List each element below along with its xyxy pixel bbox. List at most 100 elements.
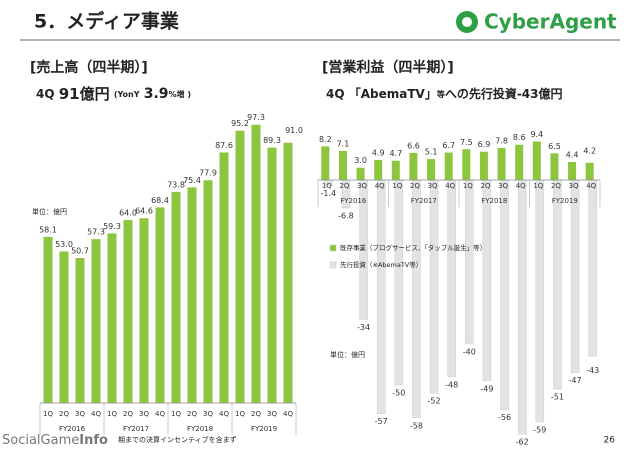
bar bbox=[187, 187, 197, 403]
value-label: -43 bbox=[586, 366, 599, 375]
bar bbox=[219, 152, 229, 403]
value-label: -1.4 bbox=[321, 189, 337, 198]
slide-title: 5．メディア事業 bbox=[34, 10, 180, 33]
bar bbox=[517, 179, 527, 435]
bar bbox=[585, 162, 594, 180]
bar bbox=[283, 142, 293, 404]
bar bbox=[251, 124, 261, 404]
x-group-label: FY2018 bbox=[481, 197, 507, 205]
value-label: -58 bbox=[410, 421, 423, 430]
value-label: -47 bbox=[569, 376, 582, 385]
value-label: 64.0 bbox=[119, 208, 137, 217]
value-label: 89.3 bbox=[263, 136, 281, 145]
x-tick-label: 3Q bbox=[75, 410, 85, 418]
value-label: 87.6 bbox=[215, 141, 233, 150]
x-tick-label: 1Q bbox=[463, 182, 473, 190]
x-tick-label: 2Q bbox=[187, 410, 197, 418]
x-tick-label: 2Q bbox=[410, 182, 420, 190]
value-label: -51 bbox=[551, 393, 564, 402]
legend-label: 既存事業（ブログサービス、「タップル誕生」等） bbox=[340, 243, 486, 252]
value-label: 97.3 bbox=[247, 113, 265, 122]
x-tick-label: 1Q bbox=[392, 182, 402, 190]
value-label: 8.2 bbox=[319, 135, 332, 144]
subtitle-part: 91億円 bbox=[59, 85, 110, 103]
bar bbox=[412, 179, 421, 419]
x-group-label: FY2016 bbox=[340, 197, 367, 205]
bar bbox=[267, 147, 277, 403]
value-label: 5.1 bbox=[425, 148, 438, 157]
unit-label: 単位：億円 bbox=[330, 350, 365, 359]
bar bbox=[515, 144, 524, 180]
bar bbox=[568, 161, 577, 180]
value-label: 58.1 bbox=[39, 225, 57, 234]
right-title: [営業利益（四半期）] bbox=[322, 59, 454, 76]
bar bbox=[429, 179, 439, 394]
bar bbox=[107, 233, 117, 403]
x-tick-label: 3Q bbox=[498, 182, 508, 190]
x-tick-label: 4Q bbox=[375, 182, 385, 190]
bar bbox=[123, 219, 133, 403]
bar bbox=[550, 153, 559, 180]
bar bbox=[376, 179, 386, 414]
x-tick-label: 3Q bbox=[569, 182, 579, 190]
value-label: 7.8 bbox=[495, 137, 508, 146]
logo: CyberAgent bbox=[456, 10, 617, 34]
bar bbox=[91, 239, 101, 403]
value-label: 4.7 bbox=[389, 149, 402, 158]
bar bbox=[570, 179, 580, 373]
bar bbox=[356, 167, 365, 180]
value-label: -56 bbox=[498, 413, 511, 422]
bar bbox=[465, 179, 474, 345]
legend-swatch bbox=[329, 244, 337, 252]
footnote: 期までの決算インセンティブを含まず bbox=[118, 435, 237, 444]
value-label: 50.7 bbox=[71, 246, 89, 255]
bar bbox=[482, 179, 492, 382]
right-subtitle: 4Q 「AbemaTV」等への先行投資-43億円 bbox=[326, 86, 563, 101]
x-tick-label: 2Q bbox=[59, 410, 69, 418]
watermark: SocialGameInfo bbox=[2, 433, 108, 448]
value-label: 4.9 bbox=[372, 148, 385, 157]
x-tick-label: 1Q bbox=[43, 410, 53, 418]
value-label: 3.0 bbox=[354, 156, 367, 165]
value-label: 95.2 bbox=[231, 119, 249, 128]
x-tick-label: 3Q bbox=[357, 182, 367, 190]
bar bbox=[447, 179, 456, 378]
left-title: [売上高（四半期）] bbox=[30, 59, 148, 76]
bar bbox=[203, 180, 213, 403]
value-label: 6.6 bbox=[407, 141, 420, 150]
value-label: -48 bbox=[445, 380, 458, 389]
x-tick-label: 1Q bbox=[235, 410, 245, 418]
value-label: -57 bbox=[375, 417, 388, 426]
subtitle-part: %増 ) bbox=[169, 89, 191, 99]
bar bbox=[588, 179, 597, 357]
legend-swatch bbox=[329, 261, 337, 269]
unit-label: 単位：億円 bbox=[32, 207, 67, 216]
x-tick-label: 4Q bbox=[155, 410, 165, 418]
x-tick-label: 3Q bbox=[139, 410, 149, 418]
bar bbox=[500, 179, 509, 410]
value-label: -59 bbox=[533, 425, 546, 434]
value-label: -40 bbox=[463, 348, 476, 357]
watermark-part: Social bbox=[2, 433, 41, 448]
x-tick-label: 3Q bbox=[203, 410, 213, 418]
x-group-label: FY2019 bbox=[251, 425, 277, 433]
subtitle-part: 等 bbox=[436, 89, 445, 99]
bar bbox=[427, 159, 436, 180]
value-label: 7.1 bbox=[337, 139, 350, 148]
x-group-label: FY2017 bbox=[411, 197, 437, 205]
bar bbox=[497, 148, 506, 180]
bar bbox=[535, 179, 545, 423]
value-label: 57.3 bbox=[87, 228, 105, 237]
x-tick-label: 4Q bbox=[586, 182, 596, 190]
value-label: -62 bbox=[516, 438, 529, 447]
x-group-label: FY2019 bbox=[552, 197, 578, 205]
subtitle-part: 3.9 bbox=[144, 86, 169, 102]
x-tick-label: 1Q bbox=[322, 182, 332, 190]
x-tick-label: 2Q bbox=[123, 410, 133, 418]
bar bbox=[75, 257, 85, 403]
x-group-label: FY2016 bbox=[59, 425, 86, 433]
bar bbox=[171, 191, 181, 403]
x-tick-label: 2Q bbox=[339, 182, 349, 190]
x-group-label: FY2017 bbox=[123, 425, 149, 433]
bar bbox=[338, 150, 347, 180]
